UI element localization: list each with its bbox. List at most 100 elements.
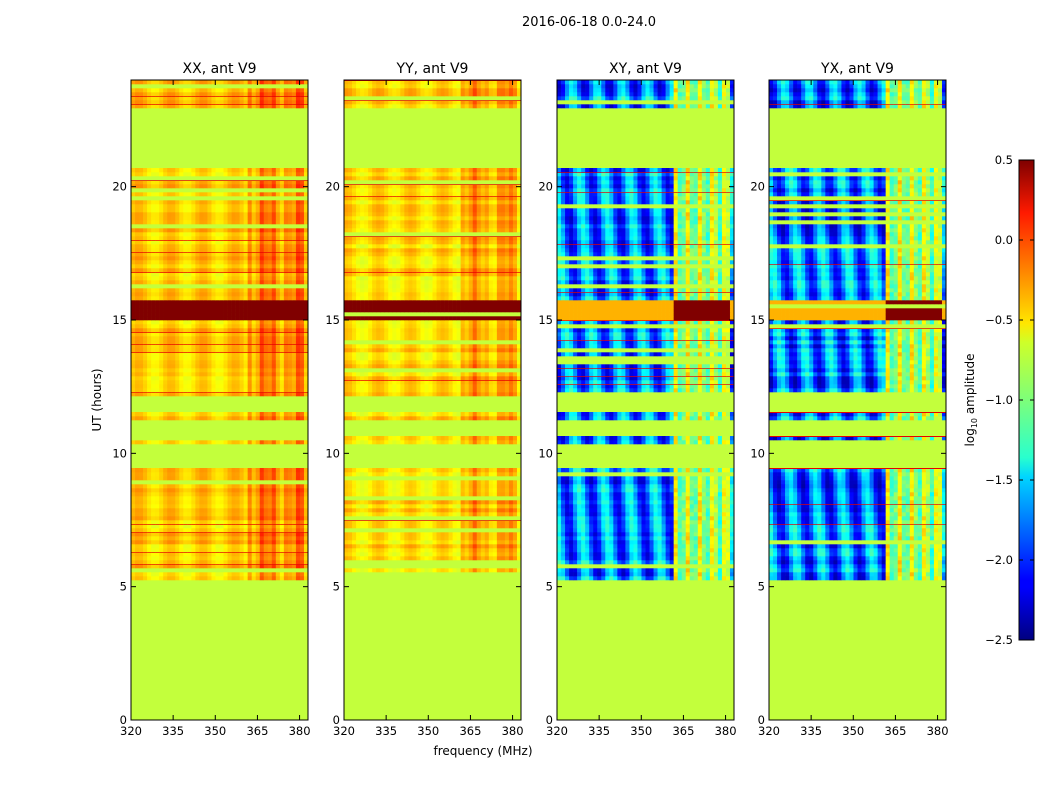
heatmap-cell	[151, 96, 156, 101]
heatmap-cell	[428, 416, 433, 421]
heatmap-cell	[492, 412, 498, 417]
heatmap-cell	[368, 468, 373, 473]
heatmap-cell	[255, 416, 261, 421]
heatmap-cell	[187, 172, 192, 177]
heatmap-cell	[147, 208, 152, 213]
heatmap-cell	[440, 440, 445, 445]
heatmap-cell	[376, 536, 381, 541]
heatmap-cell	[207, 500, 212, 505]
heatmap-cell	[199, 412, 204, 417]
heatmap-cell	[139, 288, 144, 293]
heatmap-cell	[251, 508, 257, 513]
heatmap-cell	[219, 348, 224, 353]
heatmap-cell	[251, 380, 257, 385]
heatmap-cell	[496, 524, 502, 529]
heatmap-cell	[195, 536, 200, 541]
heatmap-cell	[147, 476, 152, 481]
heatmap-cell	[299, 488, 305, 493]
heatmap-cell	[159, 328, 164, 333]
heatmap-cell	[287, 520, 293, 525]
heatmap-cell	[215, 304, 220, 309]
heatmap-cell	[207, 316, 212, 321]
heatmap-cell	[231, 288, 236, 293]
heatmap-cell	[179, 220, 184, 225]
heatmap-cell	[255, 232, 261, 237]
heatmap-cell	[199, 96, 204, 101]
heatmap-cell	[287, 488, 293, 493]
heatmap-cell	[436, 552, 441, 557]
heatmap-cell	[424, 540, 429, 545]
heatmap-cell	[408, 392, 413, 397]
heatmap-cell	[207, 248, 212, 253]
heatmap-cell	[195, 572, 200, 577]
heatmap-cell	[303, 168, 308, 173]
heatmap-cell	[432, 440, 437, 445]
heatmap-cell	[139, 336, 144, 341]
heatmap-cell	[215, 496, 220, 501]
heatmap-cell	[243, 172, 248, 177]
heatmap-cell	[179, 172, 184, 177]
heatmap-cell	[291, 552, 297, 557]
heatmap-cell	[500, 524, 506, 529]
heatmap-cell	[263, 180, 269, 185]
heatmap-cell	[207, 496, 212, 501]
heatmap-cell	[187, 216, 192, 221]
heatmap-cell	[255, 552, 261, 557]
heatmap-cell	[275, 540, 281, 545]
heatmap-cell	[163, 484, 168, 489]
heatmap-cell	[143, 520, 148, 525]
heatmap-cell	[271, 316, 277, 321]
heatmap-cell	[223, 388, 228, 393]
heatmap-cell	[215, 80, 220, 85]
heatmap-cell	[303, 80, 308, 85]
heatmap-cell	[275, 248, 281, 253]
heatmap-cell	[187, 492, 192, 497]
heatmap-cell	[231, 232, 236, 237]
heatmap-cell	[488, 520, 494, 525]
heatmap-cell	[251, 220, 257, 225]
heatmap-cell	[448, 556, 453, 561]
heatmap-cell	[267, 540, 273, 545]
heatmap-cell	[283, 528, 289, 533]
heatmap-cell	[151, 320, 156, 325]
heatmap-cell	[243, 324, 248, 329]
heatmap-cell	[384, 480, 389, 485]
heatmap-cell	[267, 204, 273, 209]
heatmap-cell	[456, 436, 461, 441]
heatmap-cell	[163, 296, 168, 301]
heatmap-cell	[380, 440, 385, 445]
heatmap-cell	[199, 520, 204, 525]
heatmap-cell	[271, 508, 277, 513]
heatmap-cell	[436, 416, 441, 421]
heatmap-cell	[179, 552, 184, 557]
heatmap-cell	[247, 292, 252, 297]
heatmap-cell	[215, 276, 220, 281]
heatmap-cell	[247, 228, 252, 233]
heatmap-cell	[219, 100, 224, 105]
heatmap-cell	[151, 312, 156, 317]
heatmap-cell	[287, 204, 293, 209]
heatmap-cell	[167, 100, 172, 105]
heatmap-cell	[255, 564, 261, 569]
heatmap-cell	[259, 88, 265, 93]
heatmap-cell	[303, 96, 308, 101]
heatmap-cell	[255, 256, 261, 261]
heatmap-cell	[476, 468, 482, 473]
heatmap-cell	[303, 492, 308, 497]
heatmap-cell	[239, 332, 244, 337]
heatmap-cell	[175, 372, 180, 377]
heatmap-cell	[143, 240, 148, 245]
heatmap-cell	[452, 536, 457, 541]
heatmap-cell	[179, 540, 184, 545]
heatmap-cell	[175, 512, 180, 517]
heatmap-cell	[271, 380, 277, 385]
heatmap-cell	[464, 508, 470, 513]
heatmap-cell	[259, 92, 265, 97]
heatmap-cell	[516, 472, 521, 477]
heatmap-cell	[159, 500, 164, 505]
heatmap-cell	[199, 304, 204, 309]
heatmap-cell	[151, 496, 156, 501]
heatmap-cell	[412, 568, 417, 573]
heatmap-cell	[516, 556, 521, 561]
heatmap-cell	[175, 192, 180, 197]
